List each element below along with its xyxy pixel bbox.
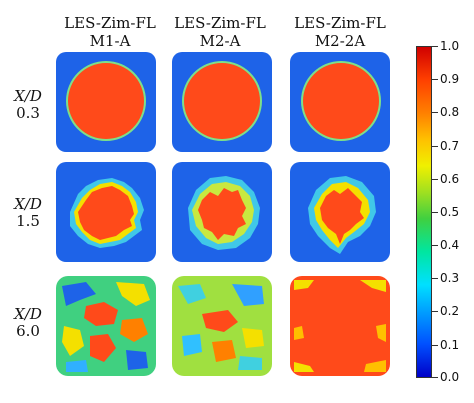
column-title-m2-a: LES-Zim-FL M2-A <box>174 14 266 50</box>
colorbar-tick <box>432 179 438 180</box>
colorbar-tick <box>432 311 438 312</box>
colorbar-tick-label: 0.9 <box>440 72 460 86</box>
column-title-m1-a: LES-Zim-FL M1-A <box>64 14 156 50</box>
colorbar-tick-label: 0.2 <box>440 304 460 318</box>
colorbar-tick <box>432 46 438 47</box>
panel-m1-a-xd-0-3 <box>56 52 156 152</box>
row-label-x-d-0-3: X/D 0.3 <box>14 87 42 122</box>
colorbar-tick <box>432 146 438 147</box>
colorbar-tick <box>432 112 438 113</box>
colorbar-tick <box>432 212 438 213</box>
panel-m2-a-xd-1-5 <box>172 162 272 262</box>
colorbar-tick-label: 0.6 <box>440 172 460 186</box>
colorbar-tick <box>432 377 438 378</box>
row-label-x-d-6-0: X/D 6.0 <box>14 305 42 340</box>
panel-m2-2a-xd-0-3 <box>290 52 390 152</box>
panel-m1-a-xd-6-0 <box>56 276 156 376</box>
colorbar-tick-label: 0.1 <box>440 338 460 352</box>
colorbar-tick <box>432 345 438 346</box>
colorbar-tick <box>432 245 438 246</box>
panel-m2-a-xd-0-3 <box>172 52 272 152</box>
panel-m1-a-xd-1-5 <box>56 162 156 262</box>
colorbar-tick <box>432 79 438 80</box>
colorbar-tick-label: 0.7 <box>440 139 460 153</box>
colorbar-tick-label: 0.3 <box>440 271 460 285</box>
colorbar-tick-label: 0.8 <box>440 105 460 119</box>
colorbar-tick-label: 0.0 <box>440 370 460 384</box>
row-label-x-d-1-5: X/D 1.5 <box>14 195 42 230</box>
panel-m2-2a-xd-1-5 <box>290 162 390 262</box>
column-title-m2-2a: LES-Zim-FL M2-2A <box>294 14 386 50</box>
colorbar-tick-label: 1.0 <box>440 39 460 53</box>
colorbar-tick-label: 0.5 <box>440 205 460 219</box>
colorbar-tick-label: 0.4 <box>440 238 460 252</box>
colorbar <box>416 46 432 378</box>
panel-m2-a-xd-6-0 <box>172 276 272 376</box>
panel-m2-2a-xd-6-0 <box>290 276 390 376</box>
colorbar-tick <box>432 278 438 279</box>
